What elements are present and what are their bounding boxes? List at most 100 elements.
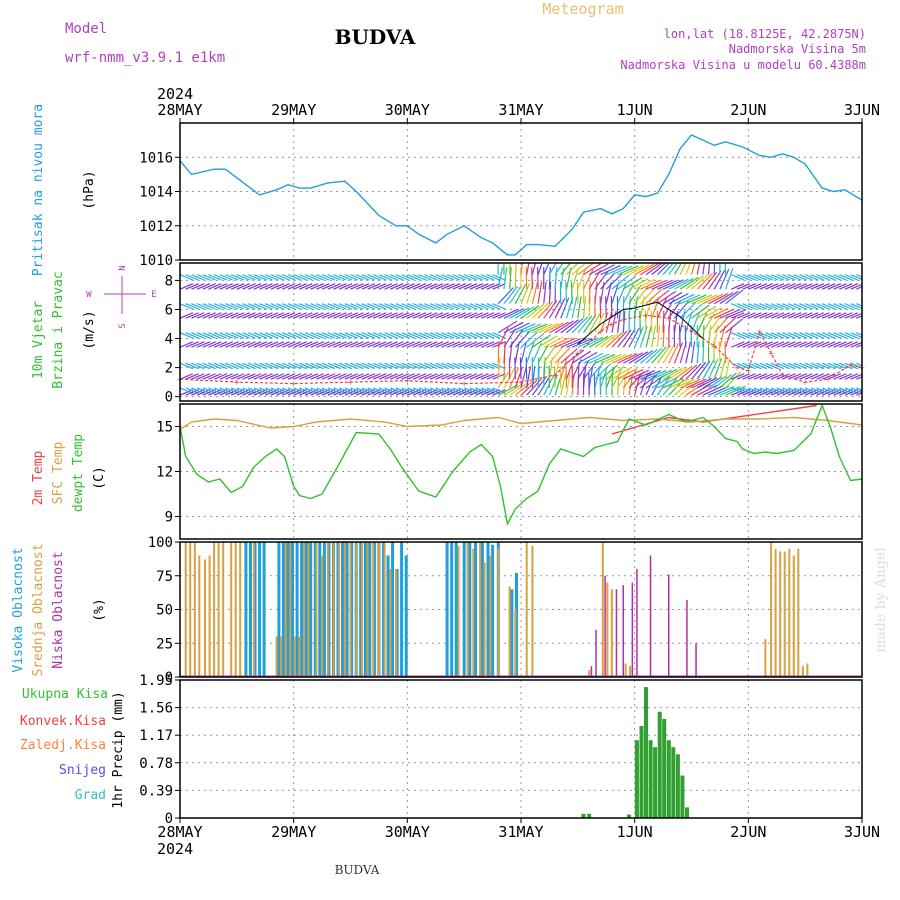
bar-mark <box>277 542 281 677</box>
wind-barb <box>372 341 387 348</box>
wind-barb <box>719 385 741 396</box>
wind-barb <box>367 373 381 380</box>
wind-barb <box>265 312 279 319</box>
wind-barb <box>622 373 627 396</box>
wind-barb <box>588 281 591 304</box>
wind-barb <box>463 373 478 380</box>
wind-barb <box>304 303 319 310</box>
wind-barb <box>242 373 256 380</box>
wind-barb <box>765 303 779 310</box>
wind-barb <box>702 306 723 319</box>
bar-mark <box>309 542 313 677</box>
wind-barb <box>384 373 398 380</box>
bar-mark <box>345 542 349 677</box>
wind-barb <box>327 332 341 339</box>
wind-barb <box>412 283 427 290</box>
wind-barb <box>656 263 671 276</box>
wind-barb <box>662 377 678 396</box>
wind-barb <box>725 371 742 389</box>
wind-barb <box>674 293 695 305</box>
bar-mark <box>193 542 196 677</box>
wind-barb <box>821 312 836 319</box>
bar-mark <box>239 542 242 677</box>
wind-barb <box>338 373 353 380</box>
wind-barb <box>372 373 387 380</box>
wind-barb <box>736 303 751 310</box>
wind-barb <box>719 372 737 389</box>
y-tick-label: 0 <box>165 811 173 827</box>
wind-barb <box>390 274 404 281</box>
wind-barb <box>213 312 228 319</box>
wind-barb <box>821 274 836 281</box>
wind-barb <box>344 341 358 348</box>
wind-barb <box>844 341 859 348</box>
wind-barb <box>583 336 604 348</box>
wind-barb <box>634 263 655 276</box>
bar-mark <box>474 542 477 677</box>
wind-barb <box>617 373 620 396</box>
bar-mark <box>349 542 352 677</box>
bar-mark <box>300 542 304 677</box>
wind-barb <box>469 362 483 370</box>
y-tick-label: 1.56 <box>139 701 173 717</box>
wind-barb <box>435 373 449 380</box>
wind-barb <box>350 373 364 380</box>
wind-barb <box>656 325 661 348</box>
wind-barb <box>594 363 612 380</box>
wind-barb <box>418 274 432 281</box>
wind-barb <box>435 362 449 370</box>
wind-barb <box>731 341 745 348</box>
wind-barb <box>804 341 819 348</box>
wind-barb <box>678 325 681 348</box>
wind-barb <box>247 332 262 339</box>
wind-barb <box>180 303 194 310</box>
wind-barb <box>230 362 245 370</box>
wind-barb <box>588 335 609 348</box>
bar-mark <box>680 775 685 818</box>
y-tick-label: 15 <box>156 420 173 436</box>
wind-barb <box>537 343 550 364</box>
wind-barb <box>236 373 250 380</box>
wind-barb <box>605 311 613 333</box>
bar-mark <box>293 636 296 677</box>
wind-barb <box>191 332 205 339</box>
wind-barb <box>782 283 796 290</box>
wind-barb <box>531 263 537 275</box>
wind-barb <box>787 373 802 380</box>
wind-barb <box>617 275 636 290</box>
wind-barb <box>816 312 830 319</box>
wind-barb <box>782 341 796 348</box>
y-tick-label: 1014 <box>139 185 173 201</box>
wind-barb <box>748 362 762 370</box>
wind-barb <box>725 268 734 290</box>
bar-mark <box>198 555 201 677</box>
wind-barb <box>429 341 444 348</box>
wind-barb <box>725 326 733 348</box>
wind-barb <box>316 373 330 380</box>
wind-barb <box>276 362 290 370</box>
bar-mark <box>685 807 689 818</box>
wind-barb <box>350 312 364 319</box>
wind-barb <box>372 274 387 281</box>
wind-barb <box>844 283 859 290</box>
wind-barb <box>566 317 584 334</box>
wind-barb <box>270 373 285 380</box>
wind-barb <box>799 274 813 281</box>
y-tick-label: 2 <box>165 361 173 377</box>
wind-barb <box>742 303 756 310</box>
wind-barb <box>685 303 703 319</box>
wind-barb <box>719 308 741 319</box>
wind-barb <box>856 392 862 396</box>
wind-barb <box>565 281 568 304</box>
wind-barb <box>480 341 495 348</box>
wind-barb <box>270 341 285 348</box>
wind-barb <box>316 283 330 290</box>
bar-mark <box>230 542 233 677</box>
wind-barb <box>242 312 256 319</box>
wind-barb <box>799 341 813 348</box>
x-tick-label-bottom: 1JUN <box>617 823 653 841</box>
wind-barb <box>497 384 518 396</box>
wind-barb <box>810 362 824 370</box>
wind-barb <box>446 303 461 310</box>
